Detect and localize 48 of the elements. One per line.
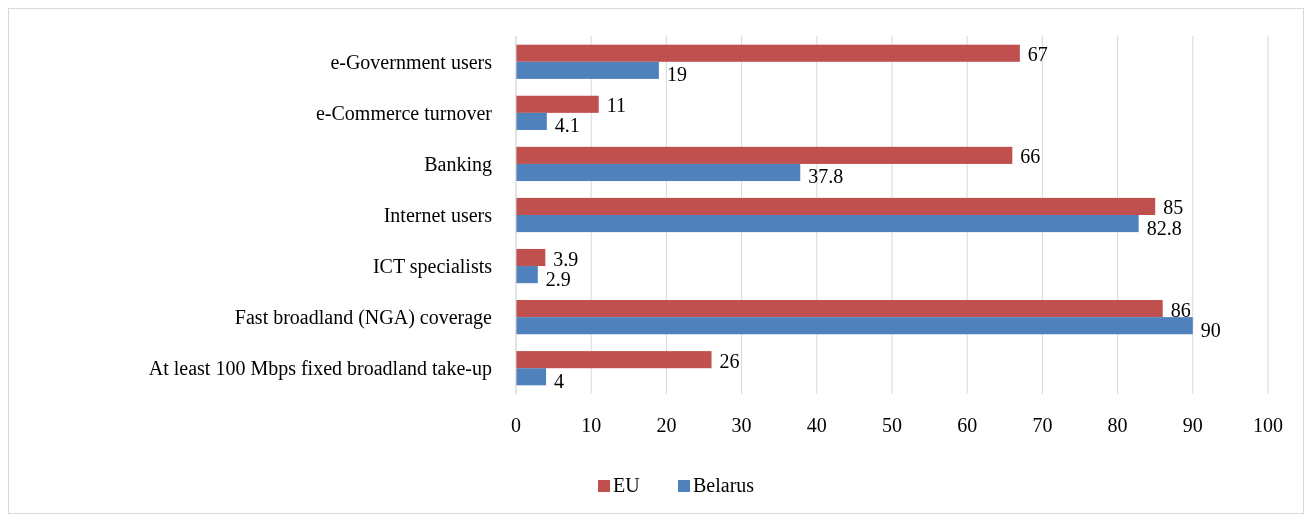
y-tick-label: At least 100 Mbps fixed broadland take-up — [148, 357, 492, 381]
y-tick-label: Internet users — [383, 204, 493, 226]
data-label: 2.9 — [545, 267, 571, 290]
data-label: 86 — [1170, 298, 1191, 321]
data-label: 26 — [719, 349, 740, 372]
data-label: 85 — [1163, 196, 1184, 219]
bar — [516, 368, 547, 386]
y-tick-label: e-Commerce turnover — [315, 101, 493, 124]
data-label: 66 — [1020, 145, 1041, 168]
x-tick-label: 40 — [806, 414, 827, 436]
bar — [516, 248, 546, 267]
data-label: 11 — [606, 94, 626, 117]
data-label: 82.8 — [1146, 216, 1182, 239]
bar — [516, 266, 538, 284]
y-tick-label: ICT specialists — [372, 255, 493, 279]
bar — [516, 351, 712, 369]
x-tick-label: 30 — [731, 414, 752, 436]
x-tick-label: 20 — [656, 414, 677, 436]
y-tick-label: Fast broadland (NGA) coverage — [234, 306, 493, 330]
bar — [516, 146, 1013, 164]
bar — [516, 197, 1156, 215]
x-tick-label: 10 — [581, 414, 602, 436]
x-tick-label: 0 — [511, 414, 521, 436]
x-tick-label: 90 — [1182, 414, 1203, 436]
x-tick-label: 50 — [882, 414, 902, 436]
bar — [516, 95, 599, 113]
y-tick-label: Banking — [424, 152, 492, 176]
data-label: 37.8 — [808, 165, 844, 188]
bar — [516, 215, 1139, 233]
x-tick-label: 60 — [957, 414, 978, 436]
x-tick-label: 80 — [1107, 414, 1128, 436]
bar — [516, 44, 1020, 62]
data-label: 90 — [1200, 318, 1221, 341]
bar — [516, 163, 801, 182]
data-label: 3.9 — [553, 247, 579, 270]
bar — [516, 317, 1193, 335]
data-label: 67 — [1027, 43, 1048, 66]
bar — [516, 300, 1163, 318]
data-label: 4 — [554, 369, 565, 392]
data-label: 4.1 — [554, 114, 580, 137]
legend-label: Belarus — [693, 474, 755, 496]
data-label: 19 — [666, 63, 687, 86]
x-tick-label: 100 — [1253, 414, 1283, 436]
x-tick-label: 70 — [1032, 414, 1053, 436]
bar — [516, 61, 659, 79]
bar — [516, 112, 547, 130]
legend-label: EU — [613, 474, 641, 496]
y-tick-label: e-Government users — [330, 50, 493, 73]
